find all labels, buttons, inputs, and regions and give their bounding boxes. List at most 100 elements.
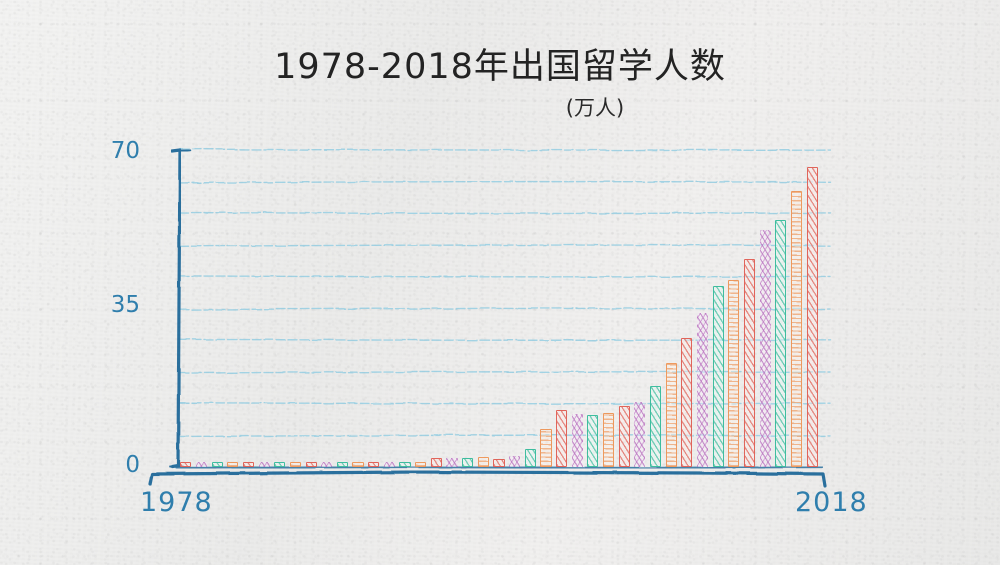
bar-1980[interactable] — [211, 462, 223, 467]
bar-slot — [319, 462, 335, 467]
bar-slot — [272, 462, 288, 467]
bar-slot — [569, 414, 585, 467]
x-tick-end: 2018 — [795, 487, 868, 518]
gridline-63 — [179, 180, 831, 184]
bar-1982[interactable] — [242, 462, 255, 467]
bar-2006[interactable] — [618, 406, 630, 467]
bar-slot — [429, 458, 445, 467]
bar-slot — [444, 457, 460, 467]
gridline-42 — [179, 275, 831, 278]
bar-slot — [225, 462, 241, 467]
bar-slot — [773, 220, 789, 467]
bar-1984[interactable] — [274, 462, 286, 467]
bar-2010[interactable] — [681, 338, 693, 467]
bar-1979[interactable] — [195, 462, 208, 467]
bar-slot — [648, 385, 664, 467]
bar-2000[interactable] — [524, 449, 536, 467]
bar-2007[interactable] — [634, 401, 646, 467]
y-tick-35: 35 — [110, 292, 140, 318]
bar-1991[interactable] — [383, 462, 395, 467]
bar-slot — [397, 462, 413, 467]
bar-2002[interactable] — [556, 410, 568, 467]
bar-slot — [366, 462, 382, 467]
bar-2008[interactable] — [649, 385, 662, 467]
bar-1994[interactable] — [430, 458, 442, 467]
bar-2004[interactable] — [587, 414, 599, 467]
bar-slot — [382, 462, 398, 467]
bar-slot — [710, 286, 726, 467]
x-axis-line — [148, 470, 827, 488]
bar-slot — [726, 279, 742, 467]
bar-1993[interactable] — [415, 462, 427, 467]
bar-1987[interactable] — [321, 462, 333, 467]
bar-series — [178, 150, 820, 467]
bar-slot — [475, 456, 491, 467]
bar-slot — [303, 462, 319, 467]
bar-2001[interactable] — [540, 428, 552, 467]
y-axis-top-tick — [176, 148, 192, 153]
x-tick-start: 1978 — [140, 487, 213, 518]
bar-2003[interactable] — [571, 414, 583, 467]
gridline-49 — [179, 244, 831, 247]
bar-slot — [460, 457, 476, 467]
bar-1986[interactable] — [305, 462, 317, 467]
bar-slot — [507, 456, 523, 467]
bar-2011[interactable] — [696, 313, 709, 467]
bar-2005[interactable] — [602, 413, 615, 467]
bar-slot — [695, 313, 711, 467]
bar-slot — [256, 462, 272, 467]
bar-slot — [804, 167, 820, 467]
bar-2009[interactable] — [665, 363, 677, 467]
bar-2014[interactable] — [743, 258, 756, 467]
bar-1989[interactable] — [352, 462, 364, 467]
bar-1998[interactable] — [493, 459, 505, 467]
bar-2018[interactable] — [806, 167, 818, 467]
bar-1999[interactable] — [509, 456, 521, 467]
page-title: 1978-2018年出国留学人数 — [274, 47, 726, 87]
y-axis-zero-tick — [168, 464, 184, 469]
bar-slot — [241, 462, 257, 467]
bar-slot — [663, 363, 679, 467]
gridline-56 — [179, 211, 831, 215]
y-tick-70: 70 — [110, 138, 140, 164]
bar-1990[interactable] — [368, 462, 380, 467]
bar-slot — [522, 449, 538, 467]
gridline-70 — [179, 148, 831, 151]
y-tick-0: 0 — [125, 452, 140, 478]
bar-1978[interactable] — [180, 462, 192, 467]
bar-slot — [491, 459, 507, 467]
bar-2012[interactable] — [712, 286, 724, 467]
bar-2017[interactable] — [790, 191, 802, 467]
bar-slot — [178, 462, 194, 467]
bar-slot — [288, 462, 304, 467]
bar-1988[interactable] — [336, 462, 348, 467]
bar-slot — [585, 414, 601, 467]
bar-1985[interactable] — [289, 462, 301, 467]
bar-1995[interactable] — [446, 457, 458, 467]
bar-slot — [538, 428, 554, 467]
bar-1996[interactable] — [462, 457, 474, 467]
bar-slot — [616, 406, 632, 467]
plot-area — [178, 150, 820, 467]
bar-slot — [757, 229, 773, 467]
bar-slot — [350, 462, 366, 467]
bar-slot — [601, 413, 617, 467]
bar-slot — [335, 462, 351, 467]
bar-slot — [632, 401, 648, 467]
unit-label: (万人) — [565, 96, 625, 120]
bar-baseline — [174, 465, 824, 470]
bar-1983[interactable] — [258, 462, 270, 467]
bar-1992[interactable] — [399, 462, 411, 467]
bar-2016[interactable] — [775, 220, 787, 467]
bar-slot — [194, 462, 210, 467]
bar-1981[interactable] — [227, 462, 239, 467]
bar-slot — [789, 191, 805, 467]
bar-1997[interactable] — [477, 456, 489, 467]
bar-2015[interactable] — [759, 229, 771, 467]
bar-2013[interactable] — [728, 279, 740, 467]
bar-slot — [413, 462, 429, 467]
bar-slot — [679, 338, 695, 467]
bar-slot — [209, 462, 225, 467]
